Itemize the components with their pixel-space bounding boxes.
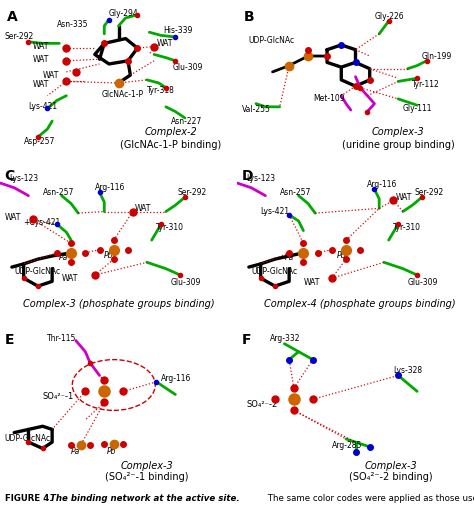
Text: Complex-3 (phosphate groups binding): Complex-3 (phosphate groups binding) bbox=[23, 299, 214, 309]
Text: His-339: His-339 bbox=[164, 26, 193, 35]
Text: Tyr-310: Tyr-310 bbox=[156, 223, 184, 232]
Text: Pa: Pa bbox=[71, 447, 81, 456]
Text: Asn-335: Asn-335 bbox=[57, 20, 88, 29]
Text: UDP-GlcNAc: UDP-GlcNAc bbox=[14, 267, 60, 276]
Text: Tyr-112: Tyr-112 bbox=[412, 80, 440, 89]
Text: Pb: Pb bbox=[107, 447, 116, 456]
Text: UDP-GlcNAc: UDP-GlcNAc bbox=[251, 267, 297, 276]
Text: WAT: WAT bbox=[62, 274, 78, 282]
Text: Tyr-310: Tyr-310 bbox=[393, 223, 421, 232]
Text: Glu-309: Glu-309 bbox=[408, 278, 438, 287]
Text: Tyr-318: Tyr-318 bbox=[147, 86, 175, 95]
Text: Lys-123: Lys-123 bbox=[9, 174, 38, 183]
Text: C: C bbox=[5, 169, 15, 183]
Text: Pb: Pb bbox=[104, 251, 114, 260]
Text: E: E bbox=[5, 332, 14, 347]
Text: Gly-226: Gly-226 bbox=[374, 12, 404, 21]
Text: Ser-292: Ser-292 bbox=[415, 188, 444, 197]
Text: UDP-GlcNAc: UDP-GlcNAc bbox=[5, 434, 51, 443]
Text: Lys-421: Lys-421 bbox=[28, 103, 57, 112]
Text: GlcNAc-1-P: GlcNAc-1-P bbox=[102, 89, 144, 98]
Text: WAT: WAT bbox=[135, 204, 152, 213]
Text: (uridine group binding): (uridine group binding) bbox=[342, 140, 455, 150]
Text: WAT: WAT bbox=[5, 214, 21, 222]
Text: Complex-3: Complex-3 bbox=[365, 461, 418, 471]
Text: Asn-257: Asn-257 bbox=[280, 188, 311, 197]
Text: Gly-294: Gly-294 bbox=[109, 9, 139, 18]
Text: D: D bbox=[242, 169, 253, 183]
Text: WAT: WAT bbox=[396, 193, 412, 202]
Text: Pa: Pa bbox=[59, 253, 69, 262]
Text: A: A bbox=[7, 10, 18, 24]
Text: B: B bbox=[244, 10, 255, 24]
Text: The binding network at the active site.: The binding network at the active site. bbox=[50, 493, 239, 503]
Text: F: F bbox=[242, 332, 251, 347]
Text: WAT: WAT bbox=[303, 278, 320, 287]
Text: WAT: WAT bbox=[43, 70, 59, 79]
Text: Pa: Pa bbox=[284, 253, 294, 262]
Text: Arg-116: Arg-116 bbox=[161, 374, 191, 383]
Text: Arg-116: Arg-116 bbox=[95, 183, 125, 192]
Text: Arg-116: Arg-116 bbox=[367, 180, 398, 189]
Text: Asn-257: Asn-257 bbox=[43, 188, 74, 197]
Text: Gly-111: Gly-111 bbox=[403, 104, 432, 113]
Text: Asp-257: Asp-257 bbox=[24, 137, 55, 146]
Text: UDP-GlcNAc: UDP-GlcNAc bbox=[249, 36, 295, 45]
Text: Ser-292: Ser-292 bbox=[5, 33, 34, 42]
Text: Thr-115: Thr-115 bbox=[47, 335, 77, 343]
Text: Lys-328: Lys-328 bbox=[393, 366, 422, 375]
Text: Complex-4 (phosphate groups binding): Complex-4 (phosphate groups binding) bbox=[264, 299, 456, 309]
Text: +Cys-421: +Cys-421 bbox=[24, 218, 61, 227]
Text: (SO₄²⁻-1 binding): (SO₄²⁻-1 binding) bbox=[105, 472, 189, 482]
Text: Ser-292: Ser-292 bbox=[178, 188, 207, 197]
Text: Arg-332: Arg-332 bbox=[270, 335, 301, 343]
Text: Complex-3: Complex-3 bbox=[372, 127, 425, 137]
Text: Gln-199: Gln-199 bbox=[422, 52, 452, 60]
Text: SO₄²⁻-1: SO₄²⁻-1 bbox=[43, 391, 74, 401]
Text: Glu-309: Glu-309 bbox=[171, 278, 201, 287]
Text: The same color codes were applied as those used in Fig. 3.: The same color codes were applied as tho… bbox=[265, 493, 474, 503]
Text: Complex-3: Complex-3 bbox=[120, 461, 173, 471]
Text: Met-109: Met-109 bbox=[313, 94, 345, 104]
Text: Lys-123: Lys-123 bbox=[246, 174, 275, 183]
Text: (GlcNAc-1-P binding): (GlcNAc-1-P binding) bbox=[120, 140, 221, 150]
Text: FIGURE 4.: FIGURE 4. bbox=[5, 493, 52, 503]
Text: Val-255: Val-255 bbox=[242, 106, 271, 115]
Text: Arg-285: Arg-285 bbox=[332, 441, 362, 450]
Text: WAT: WAT bbox=[33, 80, 50, 89]
Text: Glu-309: Glu-309 bbox=[173, 63, 203, 72]
Text: (SO₄²⁻-2 binding): (SO₄²⁻-2 binding) bbox=[349, 472, 433, 482]
Text: Asn-227: Asn-227 bbox=[171, 117, 202, 126]
Text: WAT: WAT bbox=[33, 42, 50, 51]
Text: WAT: WAT bbox=[33, 55, 50, 64]
Text: Lys-421: Lys-421 bbox=[261, 207, 290, 216]
Text: Pb: Pb bbox=[337, 251, 346, 260]
Text: Complex-2: Complex-2 bbox=[144, 127, 197, 137]
Text: WAT: WAT bbox=[156, 39, 173, 48]
Text: SO₄²⁻-2: SO₄²⁻-2 bbox=[246, 400, 278, 409]
